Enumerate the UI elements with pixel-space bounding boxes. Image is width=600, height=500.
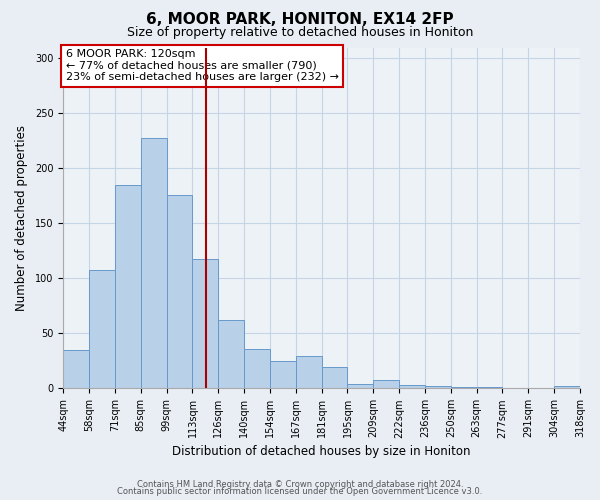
Bar	[347, 384, 373, 388]
X-axis label: Distribution of detached houses by size in Honiton: Distribution of detached houses by size …	[172, 444, 471, 458]
Bar	[193, 258, 218, 388]
Bar	[476, 387, 502, 388]
Bar	[322, 368, 347, 388]
Bar	[296, 356, 322, 388]
Bar	[554, 386, 580, 388]
Text: Contains HM Land Registry data © Crown copyright and database right 2024.: Contains HM Land Registry data © Crown c…	[137, 480, 463, 489]
Bar	[218, 320, 244, 388]
Bar	[244, 349, 270, 389]
Bar	[270, 361, 296, 388]
Bar	[373, 380, 399, 388]
Bar	[425, 386, 451, 388]
Text: Contains public sector information licensed under the Open Government Licence v3: Contains public sector information licen…	[118, 487, 482, 496]
Bar	[63, 350, 89, 389]
Bar	[89, 270, 115, 388]
Bar	[141, 138, 167, 388]
Text: 6 MOOR PARK: 120sqm
← 77% of detached houses are smaller (790)
23% of semi-detac: 6 MOOR PARK: 120sqm ← 77% of detached ho…	[66, 49, 339, 82]
Bar	[115, 185, 141, 388]
Bar	[399, 385, 425, 388]
Bar	[167, 195, 193, 388]
Y-axis label: Number of detached properties: Number of detached properties	[15, 125, 28, 311]
Text: Size of property relative to detached houses in Honiton: Size of property relative to detached ho…	[127, 26, 473, 39]
Text: 6, MOOR PARK, HONITON, EX14 2FP: 6, MOOR PARK, HONITON, EX14 2FP	[146, 12, 454, 28]
Bar	[451, 387, 476, 388]
